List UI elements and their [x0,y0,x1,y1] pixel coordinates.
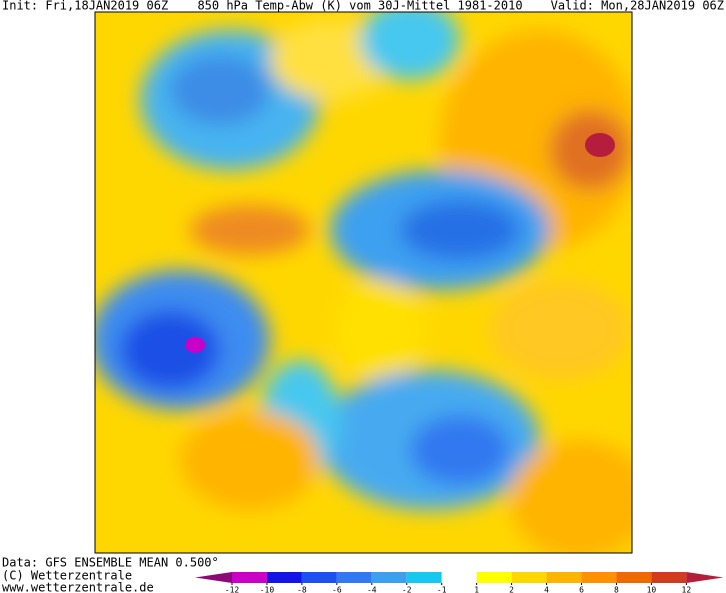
colorbar-tick-label: -6 [332,586,342,593]
colorbar-tick-label: -1 [437,586,447,593]
data-source: Data: GFS ENSEMBLE MEAN 0.500° [2,556,219,570]
colorbar-segment [511,572,547,583]
colorbar-below [195,572,232,583]
colorbar-tick-label: -8 [297,586,307,593]
colorbar-segment [581,572,617,583]
colorbar-segment [546,572,582,583]
colorbar-segment [371,572,407,583]
map-frame [94,11,633,554]
colorbar-above [686,572,724,583]
colorbar-tick-label: 6 [579,586,584,593]
colorbar-segment [651,572,687,583]
colorbar-tick-label: -4 [367,586,377,593]
colorbar-tick-label: 10 [647,586,657,593]
colorbar-tick-label: 4 [544,586,549,593]
colorbar: -12 -10 -8 -6 -4 -2 -1 1 2 4 6 8 10 12 [195,572,724,593]
map-field [95,12,632,553]
colorbar-tick-label: 8 [614,586,619,593]
website: www.wetterzentrale.de [2,581,154,593]
map-title: 850 hPa Temp-Abw (K) vom 30J-Mittel 1981… [197,0,522,13]
colorbar-segment [406,572,442,583]
colorbar-tick-label: -2 [402,586,412,593]
colorbar-segment [266,572,302,583]
colorbar-tick-label: -10 [260,586,275,593]
colorbar-tick-label: -12 [225,586,240,593]
init-time: Init: Fri,18JAN2019 06Z [2,0,168,13]
colorbar-segment [336,572,372,583]
colorbar-segment [616,572,652,583]
copyright: (C) Wetterzentrale [2,569,132,583]
colorbar-tick-label: 1 [474,586,479,593]
valid-time: Valid: Mon,28JAN2019 06Z [551,0,724,13]
colorbar-segment [232,572,267,583]
colorbar-tick-label: 12 [682,586,692,593]
colorbar-segment [476,572,512,583]
colorbar-segment [301,572,337,583]
colorbar-tick-label: 2 [509,586,514,593]
colorbar-segment [441,572,477,583]
